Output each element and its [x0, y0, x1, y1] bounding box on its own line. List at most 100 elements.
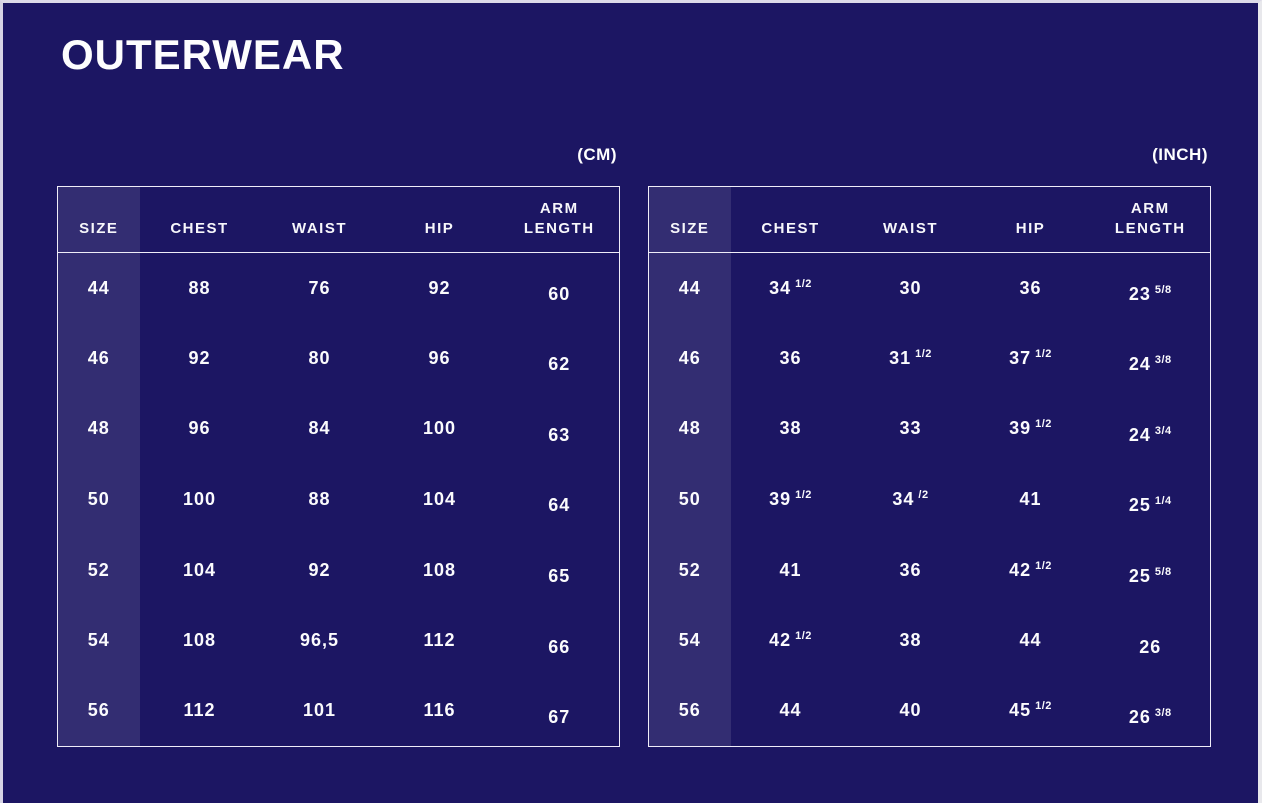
waist-cell: 38	[851, 605, 971, 676]
hip-cell: 100	[422, 418, 457, 439]
column-header-hip: HIP	[424, 219, 455, 237]
arm-length-cell: 24 3/4	[1091, 394, 1211, 465]
chest-cell: 34 1/2	[731, 253, 851, 324]
cell-fraction: 1/2	[1035, 347, 1052, 360]
waist-cell: 33	[851, 394, 971, 465]
cell-fraction: 1/2	[1035, 559, 1052, 572]
waist-cell: 84	[308, 418, 331, 439]
waist-cell: 40	[851, 676, 971, 747]
cell-fraction: 5/8	[1154, 284, 1172, 297]
cell-value: 25	[1128, 566, 1151, 587]
cell-value: 41	[779, 559, 802, 580]
hip-cell: 104	[422, 488, 457, 509]
cell-fraction: 1/4	[1154, 495, 1172, 508]
size-cell: 50	[648, 464, 731, 535]
hip-cell: 108	[422, 559, 457, 580]
column-header-hip: HIP	[1015, 219, 1046, 237]
hip-cell: 116	[423, 700, 456, 721]
table-row: 54 108 96,5 112 66	[57, 605, 620, 676]
table-row: 56 44 40 45 1/2 26 3/8	[648, 675, 1211, 747]
cell-value: 34	[892, 488, 915, 509]
cm-size-table: SIZE CHEST WAIST HIP ARM LENGTH 44 88 76…	[57, 186, 620, 747]
arm-length-cell: 65	[548, 566, 571, 587]
cell-value: 36	[899, 559, 922, 580]
size-cell: 56	[648, 675, 731, 747]
chest-cell: 38	[731, 394, 851, 465]
cell-fraction: 3/4	[1154, 424, 1172, 437]
chest-cell: 36	[731, 323, 851, 394]
waist-cell: 36	[851, 535, 971, 606]
cell-value: 36	[779, 347, 802, 368]
waist-cell: 31 1/2	[851, 323, 971, 394]
hip-cell: 39 1/2	[971, 394, 1091, 465]
size-cell: 44	[57, 252, 140, 324]
chest-cell: 100	[182, 488, 217, 509]
table-row: 54 42 1/2 38 44 26	[648, 605, 1211, 676]
hip-cell: 42 1/2	[971, 535, 1091, 606]
header-row: SIZE CHEST WAIST HIP ARM LENGTH	[648, 186, 1211, 253]
column-header-waist: WAIST	[883, 219, 938, 237]
inch-panel: (INCH) SIZE CHEST WAIST HIP ARM LENGTH 4…	[648, 145, 1211, 747]
cell-value: 24	[1128, 354, 1151, 375]
column-header-chest: CHEST	[761, 219, 820, 237]
cell-value: 44	[779, 700, 802, 721]
hip-cell: 96	[428, 347, 451, 368]
arm-length-cell: 60	[548, 284, 571, 305]
cm-unit-label: (CM)	[577, 145, 617, 164]
arm-length-cell: 25 5/8	[1091, 535, 1211, 606]
waist-cell: 80	[308, 347, 331, 368]
cell-value: 25	[1128, 495, 1151, 516]
size-cell: 44	[648, 252, 731, 324]
cell-value: 42	[1009, 559, 1032, 580]
cell-value: 39	[769, 488, 792, 509]
cell-fraction: 1/2	[1035, 700, 1052, 713]
arm-length-cell: 63	[548, 424, 571, 445]
cell-fraction: 5/8	[1154, 566, 1172, 579]
size-cell: 52	[57, 534, 140, 606]
arm-length-cell: 23 5/8	[1091, 253, 1211, 324]
arm-length-cell: 25 1/4	[1091, 464, 1211, 535]
cell-fraction: 1/2	[1035, 418, 1052, 431]
size-cell: 54	[57, 605, 140, 676]
hip-cell: 37 1/2	[971, 323, 1091, 394]
cell-value: 40	[899, 700, 922, 721]
column-header-chest: CHEST	[170, 219, 229, 237]
waist-cell: 76	[308, 277, 331, 298]
arm-length-cell: 24 3/8	[1091, 323, 1211, 394]
header-row: SIZE CHEST WAIST HIP ARM LENGTH	[57, 186, 620, 253]
cell-value: 41	[1019, 488, 1042, 509]
cell-value: 33	[899, 418, 922, 439]
hip-cell: 41	[971, 464, 1091, 535]
size-cell: 52	[648, 534, 731, 606]
table-row: 52 41 36 42 1/2 25 5/8	[648, 534, 1211, 606]
cell-value: 34	[769, 277, 792, 298]
size-cell: 56	[57, 675, 140, 747]
waist-cell: 96,5	[299, 630, 340, 651]
chest-cell: 41	[731, 535, 851, 606]
cell-value: 36	[1019, 277, 1042, 298]
table-row: 48 38 33 39 1/2 24 3/4	[648, 393, 1211, 465]
cell-value: 39	[1009, 418, 1032, 439]
cell-fraction: 3/8	[1154, 354, 1172, 367]
inch-unit-label: (INCH)	[1152, 145, 1208, 164]
waist-cell: 34/2	[851, 464, 971, 535]
page-title: OUTERWEAR	[61, 31, 345, 78]
waist-cell: 92	[308, 559, 331, 580]
hip-cell: 44	[971, 605, 1091, 676]
table-row: 48 96 84 100 63	[57, 393, 620, 465]
table-row: 50 100 88 104 64	[57, 464, 620, 535]
table-row: 44 34 1/2 30 36 23 5/8	[648, 252, 1211, 324]
cell-value: 23	[1128, 284, 1151, 305]
size-cell: 54	[648, 605, 731, 676]
chest-cell: 92	[188, 347, 211, 368]
cell-value: 42	[769, 630, 792, 651]
arm-length-cell: 67	[548, 706, 571, 727]
arm-length-cell: 66	[548, 636, 571, 657]
hip-cell: 112	[423, 630, 456, 651]
chest-cell: 39 1/2	[731, 464, 851, 535]
chest-cell: 88	[188, 277, 211, 298]
cell-fraction: 1/2	[915, 347, 932, 360]
waist-cell: 30	[851, 253, 971, 324]
chest-cell: 112	[183, 700, 216, 721]
table-row: 50 39 1/2 34/2 41 25 1/4	[648, 464, 1211, 535]
